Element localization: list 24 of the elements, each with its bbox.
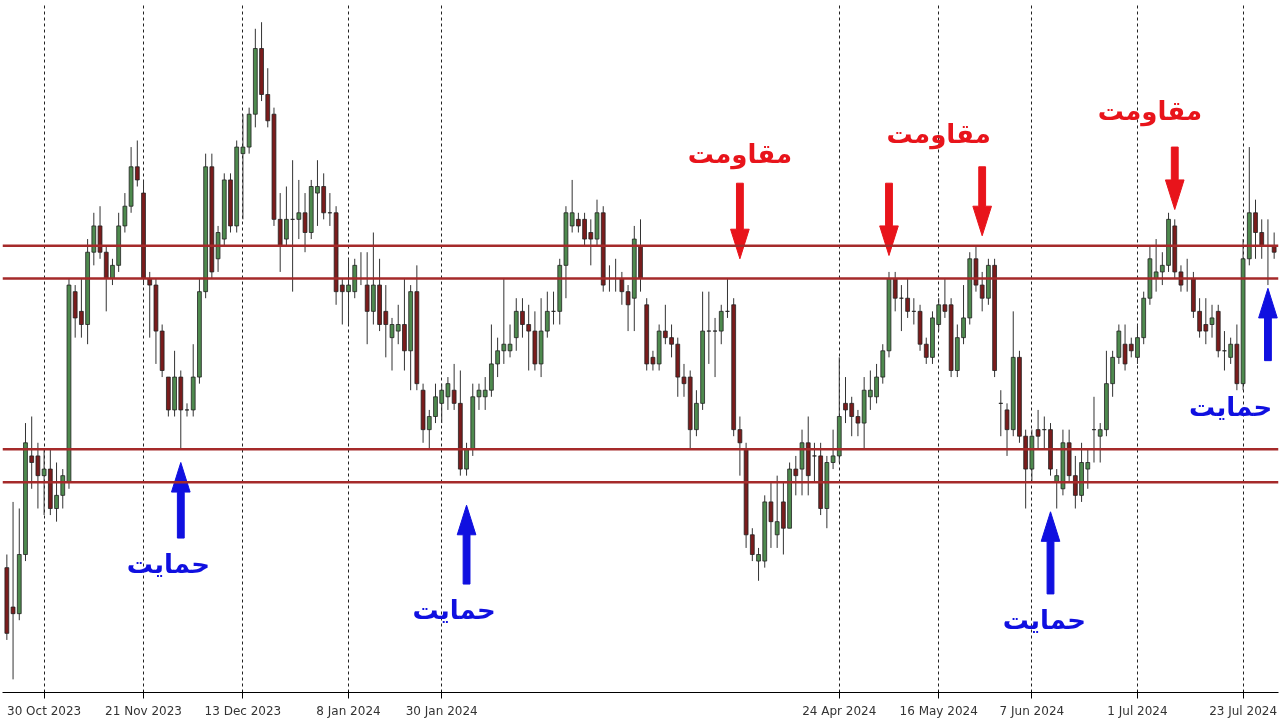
- x-tick-label: 16 May 2024: [899, 703, 978, 718]
- candlestick: [184, 402, 190, 417]
- annotation: حمایت: [412, 595, 496, 626]
- candlestick: [712, 317, 718, 378]
- annotation: مقاومت: [1097, 95, 1203, 127]
- annotation: حمایت: [1002, 605, 1086, 636]
- x-tick-label: 21 Nov 2023: [105, 703, 182, 718]
- annotation: مقاومت: [687, 138, 793, 170]
- x-tick-label: 13 Dec 2023: [204, 703, 282, 718]
- x-tick-label: 1 Jul 2024: [1107, 703, 1168, 718]
- x-tick-label: 24 Apr 2024: [802, 703, 877, 718]
- x-tick-label: 7 Jun 2024: [999, 703, 1065, 718]
- candlestick: [706, 291, 712, 365]
- annotation: مقاومت: [886, 118, 991, 150]
- x-tick-label: 23 Jul 2024: [1209, 703, 1278, 718]
- candlestick: [905, 278, 910, 319]
- candlestick: [619, 271, 625, 306]
- x-tick-label: 30 Jan 2024: [405, 703, 478, 718]
- annotation: حمایت: [1189, 391, 1273, 422]
- candlestick: [812, 442, 817, 483]
- x-tick-label: 30 Oct 2023: [7, 703, 82, 718]
- x-tick-label: 8 Jan 2024: [316, 703, 381, 718]
- annotation: حمایت: [126, 549, 210, 580]
- candlestick: [718, 304, 724, 345]
